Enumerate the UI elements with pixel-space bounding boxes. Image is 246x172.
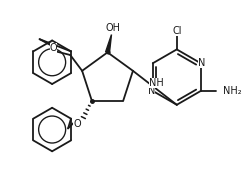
Polygon shape — [106, 35, 111, 53]
Text: NH₂: NH₂ — [223, 86, 241, 96]
Text: O: O — [73, 119, 81, 129]
Text: N: N — [148, 86, 155, 96]
Text: N: N — [198, 58, 205, 68]
Text: NH: NH — [150, 78, 164, 88]
Text: O: O — [50, 43, 57, 53]
Text: OH: OH — [106, 23, 121, 33]
Text: Cl: Cl — [172, 26, 182, 36]
